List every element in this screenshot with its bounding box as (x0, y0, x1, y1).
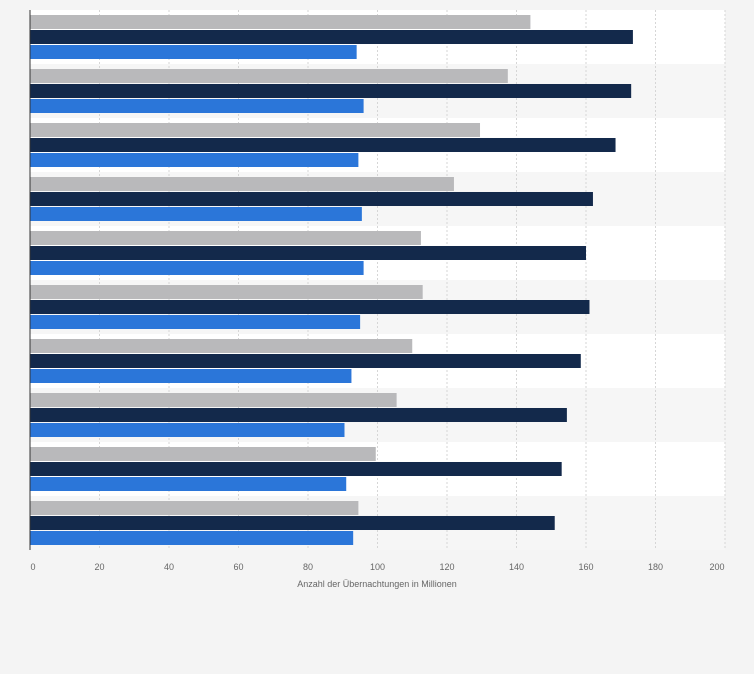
bar (30, 153, 359, 167)
bar (30, 285, 423, 299)
bar (30, 69, 508, 83)
x-tick-labels: 0 20 40 60 80 100 120 140 160 180 200 (30, 562, 724, 572)
bar (30, 447, 376, 461)
bars (30, 15, 633, 545)
bar (30, 261, 364, 275)
x-tick-label: 40 (164, 562, 174, 572)
bar (30, 408, 567, 422)
bar (30, 315, 361, 329)
bar (30, 246, 586, 260)
bar (30, 300, 590, 314)
x-tick-label: 140 (509, 562, 524, 572)
x-tick-label: 160 (578, 562, 593, 572)
x-tick-label: 0 (30, 562, 35, 572)
bar (30, 354, 581, 368)
x-tick-label: 100 (370, 562, 385, 572)
bar (30, 531, 354, 545)
bar (30, 15, 531, 29)
x-tick-label: 60 (233, 562, 243, 572)
bar (30, 207, 362, 221)
bar (30, 516, 555, 530)
bar (30, 192, 593, 206)
bar (30, 177, 454, 191)
x-tick-label: 20 (94, 562, 104, 572)
bar (30, 369, 352, 383)
bar (30, 99, 364, 113)
bar (30, 30, 633, 44)
bar (30, 501, 359, 515)
bar (30, 462, 562, 476)
bar (30, 45, 357, 59)
x-tick-label: 180 (648, 562, 663, 572)
x-tick-label: 80 (303, 562, 313, 572)
bar (30, 138, 616, 152)
bar (30, 84, 632, 98)
x-tick-label: 120 (439, 562, 454, 572)
bar (30, 339, 413, 353)
x-tick-label: 200 (709, 562, 724, 572)
x-axis-label: Anzahl der Übernachtungen in Millionen (297, 579, 457, 589)
bar (30, 477, 347, 491)
bar (30, 393, 397, 407)
bar (30, 231, 421, 245)
bar (30, 123, 481, 137)
bar (30, 423, 345, 437)
